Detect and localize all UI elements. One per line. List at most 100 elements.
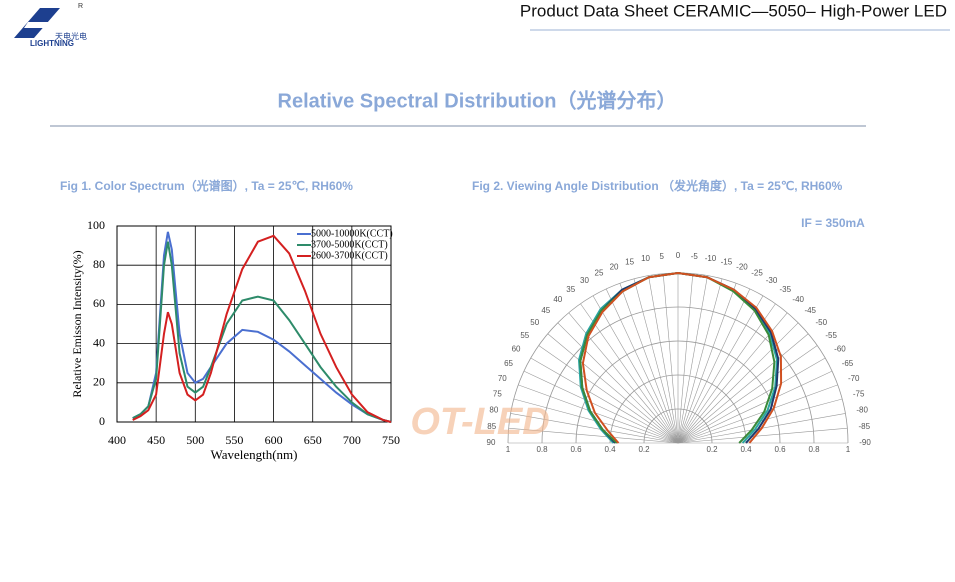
grid-spoke [557,322,679,444]
theta-tick-label: 70 [498,374,507,383]
y-tick-label: 100 [87,218,105,232]
theta-tick-label: 5 [659,252,664,261]
section-title: Relative Spectral Distribution（光谱分布） [278,88,677,112]
grid-spoke [677,384,838,444]
grid-spoke [605,288,679,444]
logo-text: 天电光电 [55,31,87,41]
r-tick-label: 0.4 [740,445,752,454]
y-tick-label: 40 [93,335,105,349]
r-tick-label: 0.2 [706,445,718,454]
x-tick-label: 500 [186,433,204,447]
logo-brand: LIGHTNING [30,39,74,48]
grid-spoke [677,278,723,444]
theta-tick-label: -80 [856,406,868,415]
grid-spoke [633,278,679,444]
theta-tick-label: 0 [676,251,681,260]
r-tick-label: 1 [846,445,851,454]
logo-mark: R [78,3,83,10]
x-tick-label: 650 [304,433,322,447]
r-tick-label: 0.8 [808,445,820,454]
theta-tick-label: -60 [834,345,846,354]
grid-spoke [592,295,679,444]
theta-tick-label: -15 [721,257,733,266]
theta-tick-label: 50 [530,318,539,327]
grid-spoke [580,303,679,444]
theta-tick-label: -50 [815,318,827,327]
theta-tick-label: -70 [848,374,860,383]
r-tick-label: 0.8 [536,445,548,454]
grid-spoke [538,345,679,444]
grid-spoke [662,273,679,444]
theta-tick-label: -30 [766,276,778,285]
x-tick-label: 600 [265,433,283,447]
theta-tick-label: -5 [691,252,699,261]
grid-spoke [677,333,809,444]
grid-spoke [677,357,826,444]
grid-spoke [677,370,833,444]
theta-tick-label: 15 [625,257,634,266]
y-tick-label: 20 [93,375,105,389]
theta-tick-label: -40 [792,295,804,304]
r-tick-label: 0.6 [774,445,786,454]
theta-tick-label: 75 [493,390,502,399]
grid-spoke [547,333,679,444]
grid-spoke [518,384,679,444]
y-tick-label: 0 [99,414,105,428]
annotation: IF = 350mA [801,216,865,230]
grid-spoke [523,370,679,444]
grid-spoke [619,283,679,444]
theta-tick-label: 80 [489,406,498,415]
theta-tick-label: -35 [779,285,791,294]
series-line [581,272,783,444]
legend-label: 3700-5000K(CCT) [311,239,388,250]
theta-tick-label: -90 [859,438,871,447]
theta-tick-label: -25 [751,269,763,278]
series-line [132,234,392,423]
grid-spoke [677,345,818,444]
y-tick-label: 60 [93,296,105,310]
grid-spoke [530,357,679,444]
r-tick-label: 0.4 [604,445,616,454]
logo: 天电光电 LIGHTNING R [14,3,87,48]
grid-spoke [510,413,679,444]
r-tick-label: 0.2 [638,445,650,454]
grid-spoke [648,275,679,444]
r-tick-label: 0.6 [570,445,582,454]
theta-tick-label: 90 [487,438,496,447]
grid-spoke [677,288,751,444]
watermark: OT-LED [410,401,549,443]
grid-spoke [677,275,708,444]
theta-tick-label: 30 [580,276,589,285]
theta-tick-label: 55 [520,331,529,340]
chart-title: Fig 2. Viewing Angle Distribution （发光角度）… [472,178,843,193]
grid-spoke [677,427,848,444]
theta-tick-label: 35 [566,285,575,294]
y-axis-label: Relative Emisson Intensity(%) [70,250,84,397]
theta-tick-label: 20 [610,262,619,271]
x-tick-label: 700 [343,433,361,447]
x-tick-label: 550 [225,433,243,447]
theta-tick-label: -85 [859,422,871,431]
y-tick-label: 80 [93,257,105,271]
legend-label: 2600-3700K(CCT) [311,250,388,261]
theta-tick-label: -75 [853,390,865,399]
grid-spoke [677,273,694,444]
grid-spoke [677,295,764,444]
theta-tick-label: -55 [825,331,837,340]
theta-tick-label: 60 [512,345,521,354]
theta-tick-label: 65 [504,359,513,368]
theta-tick-label: -20 [736,262,748,271]
theta-tick-label: 25 [595,269,604,278]
x-tick-label: 450 [147,433,165,447]
x-axis-label: Wavelength(nm) [210,447,297,462]
grid-spoke [677,283,737,444]
plots: 400 450 500 550 600 650 700 7500204060801005000… [87,218,871,454]
theta-tick-label: -65 [842,359,854,368]
theta-tick-label: 85 [487,422,496,431]
theta-tick-label: 40 [553,295,562,304]
header-title: Product Data Sheet CERAMIC—5050– High-Po… [520,1,947,20]
grid-spoke [677,303,776,444]
theta-tick-label: 10 [641,254,650,263]
